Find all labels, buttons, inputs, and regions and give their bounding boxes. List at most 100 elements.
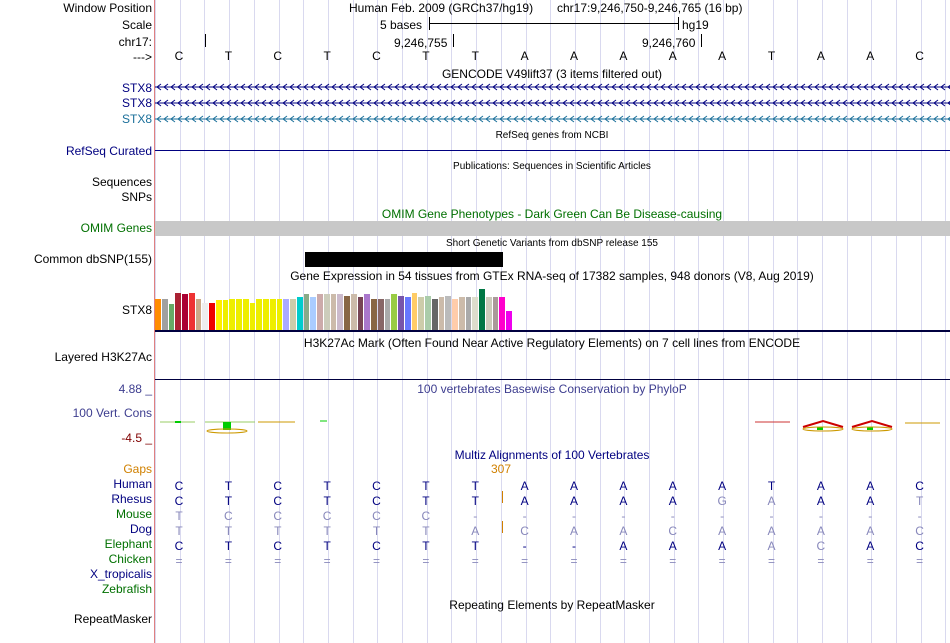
strand-chevron — [702, 83, 708, 91]
gtex-tissue-bar[interactable] — [391, 294, 397, 330]
strand-chevron — [772, 115, 778, 123]
gtex-tissue-bar[interactable] — [168, 304, 175, 330]
gtex-tissue-bar[interactable] — [188, 293, 195, 330]
gtex-tissue-bar[interactable] — [229, 299, 235, 330]
gtex-tissue-bar[interactable] — [411, 293, 418, 330]
gtex-tissue-bar[interactable] — [431, 299, 438, 330]
gtex-tissue-bar[interactable] — [364, 294, 370, 330]
gtex-tissue-bar[interactable] — [479, 289, 485, 330]
aligned-base: C — [421, 509, 431, 523]
gridline — [599, 0, 601, 643]
label-snps[interactable]: SNPs — [121, 190, 152, 204]
omim-gene-bar[interactable] — [155, 221, 950, 236]
gtex-tissue-bar[interactable] — [350, 294, 357, 330]
gtex-tissue-bar[interactable] — [452, 299, 458, 330]
strand-chevron — [506, 115, 512, 123]
label-stx8-1[interactable]: STX8 — [121, 81, 152, 95]
gencode-transcripts[interactable] — [155, 80, 950, 128]
strand-chevron — [429, 115, 435, 123]
gtex-tissue-bar[interactable] — [256, 299, 262, 330]
strand-chevron — [513, 115, 519, 123]
gtex-tissue-bar[interactable] — [296, 297, 303, 330]
gtex-tissue-bar[interactable] — [236, 299, 242, 330]
gtex-tissue-bar[interactable] — [384, 299, 391, 330]
gtex-tissue-bar[interactable] — [458, 297, 465, 330]
strand-chevron — [856, 99, 862, 107]
strand-chevron — [842, 99, 848, 107]
gtex-tissue-bar[interactable] — [269, 299, 276, 330]
gtex-tissue-bar[interactable] — [371, 299, 377, 330]
gtex-tissue-bar[interactable] — [283, 299, 289, 330]
label-layered-h3k27ac[interactable]: Layered H3K27Ac — [54, 350, 152, 364]
label-human: Human — [113, 477, 152, 491]
gtex-expression-bars[interactable] — [155, 283, 555, 330]
gtex-tissue-bar[interactable] — [499, 297, 505, 330]
label-refseq-curated[interactable]: RefSeq Curated — [65, 144, 152, 158]
label-stx8-2[interactable]: STX8 — [121, 96, 152, 110]
gtex-tissue-bar[interactable] — [425, 296, 431, 330]
track-image-area[interactable]: Human Feb. 2009 (GRCh37/hg19) chr17:9,24… — [155, 0, 950, 643]
aligned-base: T — [471, 494, 479, 508]
scale-bar-right-tick — [678, 17, 679, 30]
gtex-tissue-bar[interactable] — [398, 296, 404, 330]
label-omim-genes[interactable]: OMIM Genes — [80, 221, 152, 235]
label-100-vert-cons[interactable]: 100 Vert. Cons — [72, 406, 152, 420]
gtex-tissue-bar[interactable] — [418, 297, 424, 330]
strand-chevron — [331, 83, 337, 91]
gtex-tissue-bar[interactable] — [438, 297, 445, 330]
strand-chevron — [163, 83, 169, 91]
gtex-tissue-bar[interactable] — [337, 294, 343, 330]
gtex-tissue-bar[interactable] — [472, 297, 478, 330]
phylop-conservation-plot[interactable] — [155, 410, 950, 436]
gtex-tissue-bar[interactable] — [242, 299, 249, 330]
strand-chevron — [352, 115, 358, 123]
gtex-tissue-bar[interactable] — [195, 299, 202, 330]
gtex-tissue-bar[interactable] — [155, 299, 161, 330]
gtex-tissue-bar[interactable] — [357, 297, 364, 330]
gtex-tissue-bar[interactable] — [344, 296, 350, 330]
gtex-tissue-bar[interactable] — [492, 297, 499, 330]
label-gtex-stx8[interactable]: STX8 — [121, 303, 152, 317]
gtex-tissue-bar[interactable] — [330, 294, 337, 330]
strand-chevron — [338, 99, 344, 107]
gtex-tissue-bar[interactable] — [276, 299, 283, 330]
gridline — [574, 0, 576, 643]
gtex-tissue-bar[interactable] — [209, 303, 215, 330]
gtex-tissue-bar[interactable] — [263, 299, 269, 330]
gtex-tissue-bar[interactable] — [506, 311, 512, 330]
strand-chevron — [457, 99, 463, 107]
strand-chevron — [688, 99, 694, 107]
gtex-tissue-bar[interactable] — [161, 299, 168, 330]
dbsnp-variant-bar[interactable] — [305, 252, 503, 267]
gtex-tissue-bar[interactable] — [215, 300, 222, 330]
gtex-tissue-bar[interactable] — [222, 300, 229, 330]
gtex-tissue-bar[interactable] — [377, 299, 384, 330]
aligned-base: - — [670, 509, 675, 523]
label-common-dbsnp[interactable]: Common dbSNP(155) — [33, 252, 152, 266]
gtex-tissue-bar[interactable] — [290, 299, 296, 330]
label-stx8-3[interactable]: STX8 — [121, 112, 152, 126]
aligned-base: C — [668, 524, 678, 538]
refseq-gene-line[interactable] — [155, 150, 950, 151]
aligned-base: = — [422, 554, 430, 568]
gtex-tissue-bar[interactable] — [303, 294, 310, 330]
gtex-tissue-bar[interactable] — [404, 297, 411, 330]
strand-chevron — [527, 99, 533, 107]
label-repeatmasker[interactable]: RepeatMasker — [73, 612, 152, 626]
strand-chevron — [779, 99, 785, 107]
label-sequences[interactable]: Sequences — [91, 175, 152, 189]
strand-chevron — [933, 83, 939, 91]
base-letter: A — [668, 49, 677, 63]
gtex-tissue-bar[interactable] — [202, 303, 208, 330]
gtex-tissue-bar[interactable] — [485, 297, 492, 330]
gtex-tissue-bar[interactable] — [445, 296, 451, 330]
gtex-tissue-bar[interactable] — [182, 294, 188, 330]
gtex-tissue-bar[interactable] — [310, 297, 316, 330]
gtex-tissue-bar[interactable] — [249, 303, 256, 330]
gtex-tissue-bar[interactable] — [317, 294, 323, 330]
gtex-tissue-bar[interactable] — [323, 294, 330, 330]
gtex-tissue-bar[interactable] — [175, 293, 181, 330]
strand-chevron — [695, 115, 701, 123]
strand-chevron — [324, 115, 330, 123]
gtex-tissue-bar[interactable] — [465, 297, 472, 330]
